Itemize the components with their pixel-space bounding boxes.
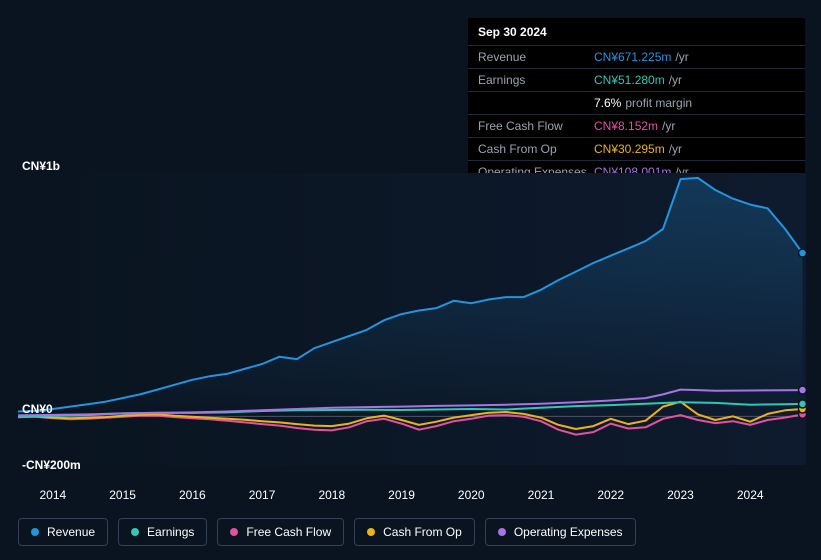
legend-swatch <box>230 528 238 536</box>
x-axis-tick: 2022 <box>597 488 624 502</box>
series-marker-earnings <box>799 400 806 408</box>
x-axis-tick: 2023 <box>667 488 694 502</box>
legend-item-operating_expenses[interactable]: Operating Expenses <box>485 518 636 546</box>
tooltip-row-label: Free Cash Flow <box>478 119 594 133</box>
legend-swatch <box>31 528 39 536</box>
x-axis-tick: 2016 <box>179 488 206 502</box>
legend-swatch <box>367 528 375 536</box>
tooltip-title: Sep 30 2024 <box>468 18 805 45</box>
tooltip-row-value: CN¥8.152m <box>594 119 658 133</box>
legend-item-revenue[interactable]: Revenue <box>18 518 108 546</box>
tooltip-row-label <box>478 96 594 110</box>
legend-item-cash_from_op[interactable]: Cash From Op <box>354 518 475 546</box>
tooltip-row: EarningsCN¥51.280m/yr <box>468 68 805 91</box>
legend-label: Earnings <box>147 525 194 539</box>
x-axis-tick: 2021 <box>528 488 555 502</box>
legend-item-earnings[interactable]: Earnings <box>118 518 207 546</box>
x-axis-tick: 2024 <box>737 488 764 502</box>
x-axis-tick: 2020 <box>458 488 485 502</box>
tooltip-row-value: CN¥671.225m <box>594 50 671 64</box>
tooltip-row: Free Cash FlowCN¥8.152m/yr <box>468 114 805 137</box>
financial-chart <box>18 160 806 478</box>
tooltip-row-label: Earnings <box>478 73 594 87</box>
tooltip-row: RevenueCN¥671.225m/yr <box>468 45 805 68</box>
tooltip-row-suffix: /yr <box>669 73 682 87</box>
tooltip-row: Cash From OpCN¥30.295m/yr <box>468 137 805 160</box>
legend-swatch <box>131 528 139 536</box>
tooltip-row: 7.6% profit margin <box>468 91 805 114</box>
chart-legend: Revenue Earnings Free Cash Flow Cash From O… <box>18 518 636 546</box>
legend-label: Free Cash Flow <box>246 525 331 539</box>
x-axis-tick: 2019 <box>388 488 415 502</box>
tooltip-row-suffix: profit margin <box>625 96 692 110</box>
legend-label: Revenue <box>47 525 95 539</box>
x-axis-tick: 2015 <box>109 488 136 502</box>
y-axis-label: CN¥0 <box>22 402 53 416</box>
tooltip-row-label: Revenue <box>478 50 594 64</box>
tooltip-row-value: CN¥30.295m <box>594 142 665 156</box>
y-axis-label: CN¥1b <box>22 159 60 173</box>
tooltip-row-suffix: /yr <box>662 119 675 133</box>
series-marker-revenue <box>799 249 806 257</box>
x-axis-tick: 2018 <box>318 488 345 502</box>
tooltip-row-value: CN¥51.280m <box>594 73 665 87</box>
tooltip-row-suffix: /yr <box>675 50 688 64</box>
tooltip-row-suffix: /yr <box>669 142 682 156</box>
legend-label: Cash From Op <box>383 525 462 539</box>
tooltip-row-value: 7.6% <box>594 96 621 110</box>
series-marker-operating_expenses <box>799 386 806 394</box>
legend-label: Operating Expenses <box>514 525 623 539</box>
legend-item-free_cash_flow[interactable]: Free Cash Flow <box>217 518 344 546</box>
x-axis-tick: 2014 <box>40 488 67 502</box>
tooltip-row-label: Cash From Op <box>478 142 594 156</box>
tooltip-panel: Sep 30 2024 RevenueCN¥671.225m/yrEarning… <box>468 18 805 183</box>
legend-swatch <box>498 528 506 536</box>
x-axis-tick: 2017 <box>249 488 276 502</box>
y-axis-label: -CN¥200m <box>22 458 81 472</box>
